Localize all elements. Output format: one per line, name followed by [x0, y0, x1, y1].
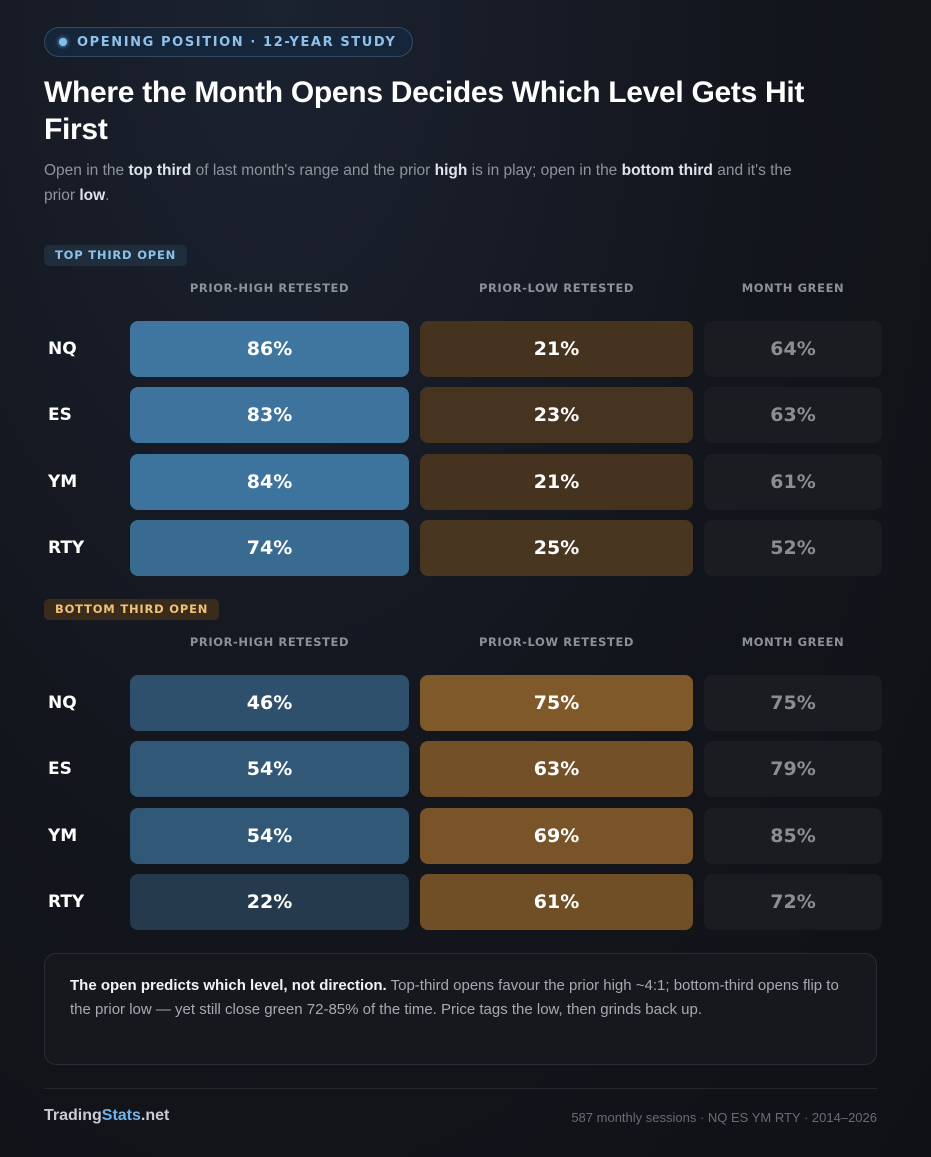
cell: 75%: [420, 674, 693, 731]
badge-dot: [59, 38, 67, 46]
table: PRIOR-HIGH RETESTED PRIOR-LOW RETESTED MON…: [44, 266, 882, 576]
cell-label: 86%: [246, 337, 293, 360]
cell: 61%: [704, 453, 882, 510]
brand-part: Stats: [101, 1107, 141, 1124]
column-header: PRIOR-LOW RETESTED: [478, 281, 635, 295]
section-label: TOP THIRD OPEN: [44, 245, 188, 266]
corner: [44, 620, 119, 664]
cell-label: 52%: [770, 537, 816, 559]
cell: 54%: [130, 807, 409, 864]
cell: 74%: [130, 520, 409, 576]
subtitle-part: .: [105, 187, 110, 204]
cell-label: 64%: [770, 337, 816, 360]
row-label: RTY: [48, 892, 85, 912]
cell: 22%: [130, 874, 409, 930]
subtitle-part: Open in the: [44, 162, 129, 179]
cell: 63%: [704, 387, 882, 443]
cell-label: 21%: [533, 470, 580, 493]
cell: 63%: [420, 741, 693, 797]
cell-label: 74%: [246, 537, 293, 559]
column-header: PRIOR-HIGH RETESTED: [189, 635, 350, 649]
row-label: YM: [48, 471, 78, 492]
brand: TradingStats.net: [44, 1107, 169, 1125]
note-text: Top-third opens favour the prior high ~4…: [70, 977, 839, 1018]
table-section: TOP THIRD OPEN PRIOR-HIGH RETESTED PRIOR-L…: [44, 244, 882, 576]
cell: 86%: [130, 320, 409, 377]
brand-part: Trading: [44, 1107, 102, 1124]
cell: 79%: [704, 741, 882, 797]
subtitle-part: is in play; open in the: [467, 162, 622, 179]
row-label: YM: [48, 825, 78, 846]
column-header: PRIOR-LOW RETESTED: [478, 635, 635, 649]
badge: OPENING POSITION · 12-YEAR STUDY: [44, 27, 414, 57]
cell-label: 61%: [533, 891, 580, 913]
brand-part: .net: [140, 1107, 170, 1124]
cell-label: 72%: [770, 891, 816, 913]
column-header: MONTH GREEN: [741, 635, 845, 649]
subtitle: Open in the top third of last month's ra…: [44, 158, 804, 208]
note: The open predicts which level, not direc…: [44, 953, 877, 1065]
subtitle-part: top third: [128, 162, 192, 179]
section-label: BOTTOM THIRD OPEN: [44, 599, 220, 620]
cell-label: 54%: [246, 758, 293, 780]
table-section: BOTTOM THIRD OPEN PRIOR-HIGH RETESTED PRIO…: [44, 598, 882, 930]
cell-label: 63%: [770, 404, 816, 426]
cell-label: 54%: [246, 824, 293, 847]
cell: 23%: [420, 387, 693, 443]
badge-text: OPENING POSITION · 12-YEAR STUDY: [77, 34, 397, 50]
row-label: NQ: [48, 692, 77, 713]
cell-label: 83%: [246, 404, 293, 426]
cell-label: 75%: [533, 691, 580, 714]
cell: 61%: [420, 874, 693, 930]
cell: 75%: [704, 674, 882, 731]
subtitle-part: bottom third: [621, 162, 713, 179]
cell: 84%: [130, 453, 409, 510]
cell-label: 75%: [770, 691, 816, 714]
row-label: RTY: [48, 538, 85, 558]
corner: [44, 266, 119, 310]
subtitle-part: high: [434, 162, 468, 179]
cell-label: 22%: [246, 891, 293, 913]
row-label: ES: [48, 405, 72, 425]
cell: 54%: [130, 741, 409, 797]
cell-label: 69%: [533, 824, 580, 847]
cell: 85%: [704, 807, 882, 864]
cell: 21%: [420, 320, 693, 377]
cell: 83%: [130, 387, 409, 443]
cell-label: 46%: [246, 691, 293, 714]
column-header: MONTH GREEN: [741, 281, 845, 295]
cell-label: 85%: [770, 824, 816, 847]
row-label: ES: [48, 759, 72, 779]
cell-label: 21%: [533, 337, 580, 360]
cell: 52%: [704, 520, 882, 576]
cell: 64%: [704, 320, 882, 377]
cell-label: 84%: [246, 470, 293, 493]
cell-label: 25%: [533, 537, 580, 559]
subtitle-part: low: [79, 187, 106, 204]
subtitle-part: and it's the prior: [44, 162, 792, 204]
divider: [44, 1088, 877, 1089]
table: PRIOR-HIGH RETESTED PRIOR-LOW RETESTED MON…: [44, 620, 882, 930]
note-lead: The open predicts which level, not direc…: [70, 977, 387, 994]
row-label: NQ: [48, 338, 77, 359]
cell-label: 79%: [770, 758, 816, 780]
cell-label: 63%: [533, 758, 580, 780]
cell: 21%: [420, 453, 693, 510]
title: Where the Month Opens Decides Which Leve…: [44, 76, 805, 146]
cell: 46%: [130, 674, 409, 731]
footer-meta: 587 monthly sessions · NQ ES YM RTY · 20…: [571, 1110, 877, 1125]
cell: 72%: [704, 874, 882, 930]
cell: 25%: [420, 520, 693, 576]
cell-label: 23%: [533, 404, 580, 426]
column-header: PRIOR-HIGH RETESTED: [189, 281, 350, 295]
cell-label: 61%: [770, 470, 816, 493]
cell: 69%: [420, 807, 693, 864]
subtitle-part: of last month's range and the prior: [191, 162, 435, 179]
